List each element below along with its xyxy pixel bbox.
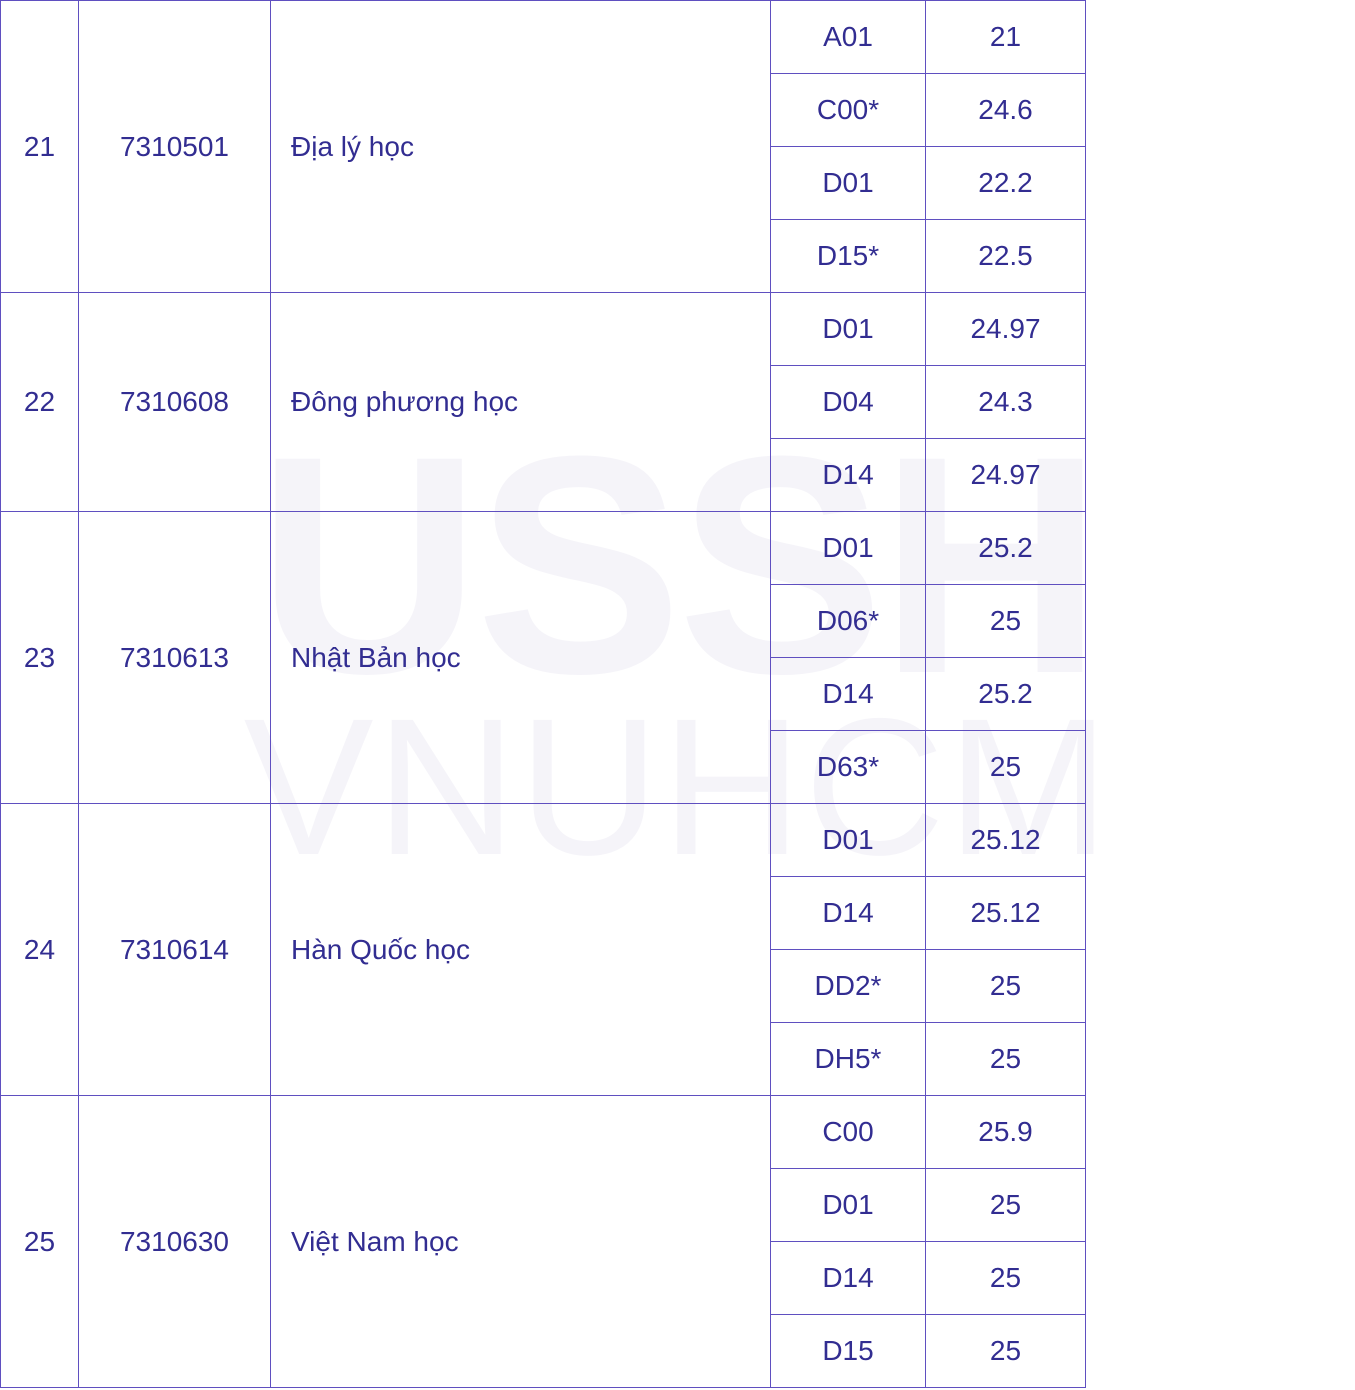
- cell-idx: 23: [1, 512, 79, 804]
- table-row: 24 7310614 Hàn Quốc học D01 25.12: [1, 804, 1086, 877]
- cell-score: 22.5: [926, 220, 1086, 293]
- cell-group: D01: [771, 293, 926, 366]
- cell-code: 7310501: [79, 1, 271, 293]
- cell-idx: 22: [1, 293, 79, 512]
- cell-group: C00*: [771, 74, 926, 147]
- cell-name: Nhật Bản học: [271, 512, 771, 804]
- cell-score: 25.12: [926, 877, 1086, 950]
- cell-score: 25: [926, 731, 1086, 804]
- cell-score: 25: [926, 1315, 1086, 1388]
- table-row: 23 7310613 Nhật Bản học D01 25.2: [1, 512, 1086, 585]
- cell-name: Hàn Quốc học: [271, 804, 771, 1096]
- cell-score: 25: [926, 585, 1086, 658]
- cell-group: D14: [771, 439, 926, 512]
- cell-group: D01: [771, 147, 926, 220]
- cell-name: Địa lý học: [271, 1, 771, 293]
- cell-score: 25: [926, 1242, 1086, 1315]
- cell-name: Việt Nam học: [271, 1096, 771, 1388]
- cell-score: 25.9: [926, 1096, 1086, 1169]
- cell-code: 7310608: [79, 293, 271, 512]
- cell-score: 22.2: [926, 147, 1086, 220]
- cell-group: D15: [771, 1315, 926, 1388]
- table-row: 22 7310608 Đông phương học D01 24.97: [1, 293, 1086, 366]
- cell-score: 24.97: [926, 293, 1086, 366]
- cell-group: D06*: [771, 585, 926, 658]
- cell-group: C00: [771, 1096, 926, 1169]
- scores-table-body: 21 7310501 Địa lý học A01 21 C00* 24.6 D…: [1, 1, 1086, 1388]
- cell-group: DH5*: [771, 1023, 926, 1096]
- cell-idx: 24: [1, 804, 79, 1096]
- cell-group: D14: [771, 877, 926, 950]
- cell-group: D15*: [771, 220, 926, 293]
- cell-code: 7310630: [79, 1096, 271, 1388]
- cell-score: 25.12: [926, 804, 1086, 877]
- page: USSH VNUHCM 21 7310501 Địa lý học A01 21…: [0, 0, 1355, 1390]
- cell-idx: 25: [1, 1096, 79, 1388]
- table-row: 21 7310501 Địa lý học A01 21: [1, 1, 1086, 74]
- cell-score: 25: [926, 1023, 1086, 1096]
- cell-group: D14: [771, 658, 926, 731]
- cell-score: 24.6: [926, 74, 1086, 147]
- cell-idx: 21: [1, 1, 79, 293]
- cell-score: 25: [926, 1169, 1086, 1242]
- cell-score: 21: [926, 1, 1086, 74]
- cell-score: 25.2: [926, 658, 1086, 731]
- scores-table: 21 7310501 Địa lý học A01 21 C00* 24.6 D…: [0, 0, 1086, 1388]
- cell-score: 24.97: [926, 439, 1086, 512]
- cell-group: D14: [771, 1242, 926, 1315]
- cell-code: 7310613: [79, 512, 271, 804]
- cell-score: 24.3: [926, 366, 1086, 439]
- cell-group: D63*: [771, 731, 926, 804]
- cell-group: D01: [771, 512, 926, 585]
- cell-group: D01: [771, 1169, 926, 1242]
- cell-name: Đông phương học: [271, 293, 771, 512]
- cell-group: A01: [771, 1, 926, 74]
- cell-group: D01: [771, 804, 926, 877]
- cell-code: 7310614: [79, 804, 271, 1096]
- cell-score: 25.2: [926, 512, 1086, 585]
- cell-group: D04: [771, 366, 926, 439]
- cell-score: 25: [926, 950, 1086, 1023]
- table-row: 25 7310630 Việt Nam học C00 25.9: [1, 1096, 1086, 1169]
- cell-group: DD2*: [771, 950, 926, 1023]
